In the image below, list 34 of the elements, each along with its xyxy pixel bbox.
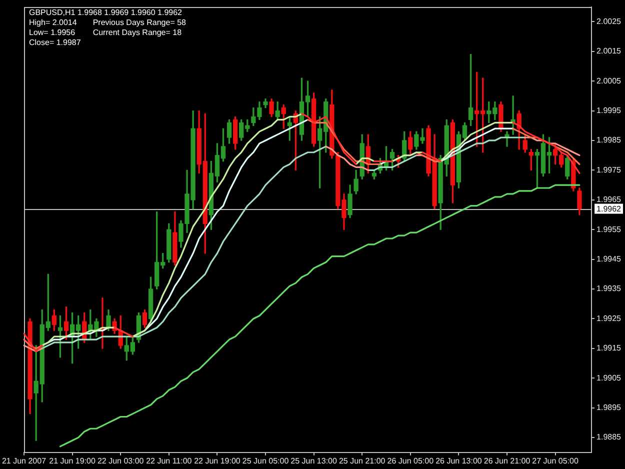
x-tick-label: 26 Jun 13:00 [436,456,482,466]
y-tick-label: 2.0015 [596,46,622,56]
y-tick-label: 1.9965 [596,195,622,204]
x-tick-label: 22 Jun 19:00 [194,456,241,466]
annotation: Previous Days Range= 58 [92,18,186,28]
y-tick-label: 1.9915 [596,344,622,353]
x-tick-label: 25 Jun 21:00 [338,456,386,466]
annotation: High= 2.0014 [29,18,78,28]
y-tick-label: 2.0025 [596,16,622,26]
annotation: Low= 1.9956 [29,28,76,38]
chart-title: GBPUSD,H1 1.9968 1.9969 1.9960 1.9962 [29,8,183,18]
y-tick-label: 1.9905 [596,373,622,382]
y-tick-label: 1.9895 [596,403,622,412]
x-tick-label: 22 Jun 11:00 [146,456,192,466]
x-tick-label: 26 Jun 21:00 [484,456,531,466]
ref-line-label: 1.9962 [596,204,622,214]
y-tick-label: 1.9925 [596,314,622,323]
x-tick-label: 21 Jun 2007 [2,456,47,466]
x-tick-label: 21 Jun 19:00 [49,456,96,466]
y-tick-label: 1.9935 [596,284,622,294]
y-tick-label: 2.0005 [596,76,622,86]
x-tick-label: 22 Jun 03:00 [97,456,144,466]
x-tick-label: 27 Jun 05:00 [532,456,579,466]
y-tick-label: 1.9955 [596,224,622,234]
x-tick-label: 25 Jun 13:00 [290,456,338,466]
annotation: Current Days Range= 18 [92,28,183,38]
y-tick-label: 1.9885 [596,432,622,442]
x-tick-label: 25 Jun 05:00 [242,456,290,466]
y-tick-label: 1.9995 [596,106,622,115]
y-tick-label: 1.9985 [596,136,622,145]
y-tick-label: 1.9945 [596,254,622,264]
annotation: Close= 1.9987 [29,38,81,48]
y-tick-label: 1.9975 [596,165,622,174]
x-tick-label: 26 Jun 05:00 [387,456,434,466]
